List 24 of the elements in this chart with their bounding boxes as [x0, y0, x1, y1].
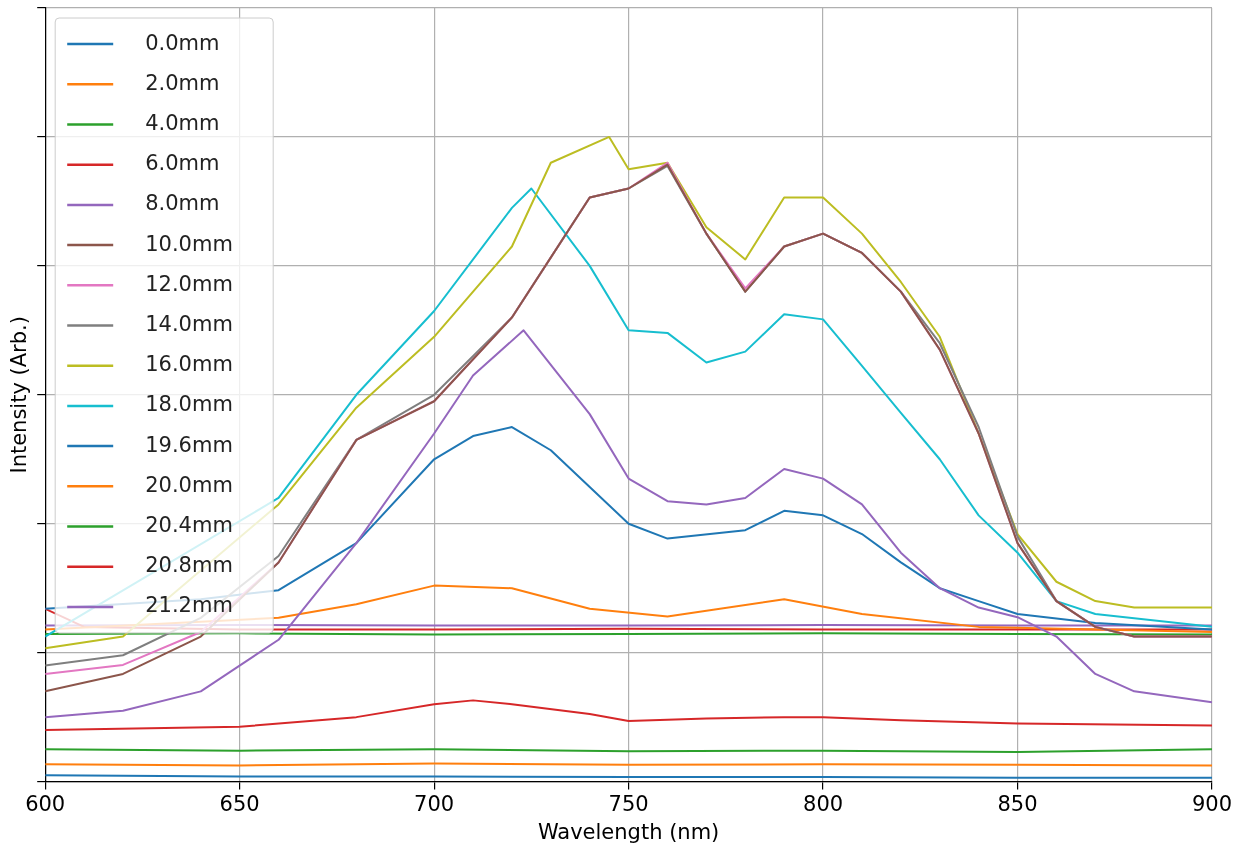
- legend-label: 20.0mm: [145, 472, 233, 497]
- legend-label: 19.6mm: [145, 432, 233, 457]
- legend-label: 8.0mm: [145, 191, 220, 216]
- x-axis-title: Wavelength (nm): [537, 819, 720, 844]
- legend-label: 4.0mm: [145, 110, 220, 135]
- legend-label: 10.0mm: [145, 231, 233, 256]
- legend-label: 12.0mm: [145, 271, 233, 296]
- legend-label: 18.0mm: [145, 392, 233, 417]
- legend-label: 6.0mm: [145, 151, 220, 176]
- x-tick-label: 750: [608, 791, 649, 816]
- x-tick-label: 900: [1191, 791, 1233, 816]
- legend-label: 16.0mm: [145, 352, 233, 377]
- legend-label: 2.0mm: [145, 70, 220, 95]
- legend-label: 14.0mm: [145, 311, 233, 336]
- legend-label: 0.0mm: [145, 30, 220, 55]
- legend-label: 20.8mm: [145, 553, 233, 578]
- x-tick-label: 700: [414, 791, 455, 816]
- x-tick-label: 850: [997, 791, 1038, 816]
- y-axis-title: Intensity (Arb.): [7, 316, 32, 474]
- legend-label: 20.4mm: [145, 512, 233, 537]
- x-tick-label: 650: [219, 791, 260, 816]
- x-tick-label: 600: [25, 791, 66, 816]
- x-tick-label: 800: [803, 791, 844, 816]
- legend-label: 21.2mm: [145, 593, 233, 618]
